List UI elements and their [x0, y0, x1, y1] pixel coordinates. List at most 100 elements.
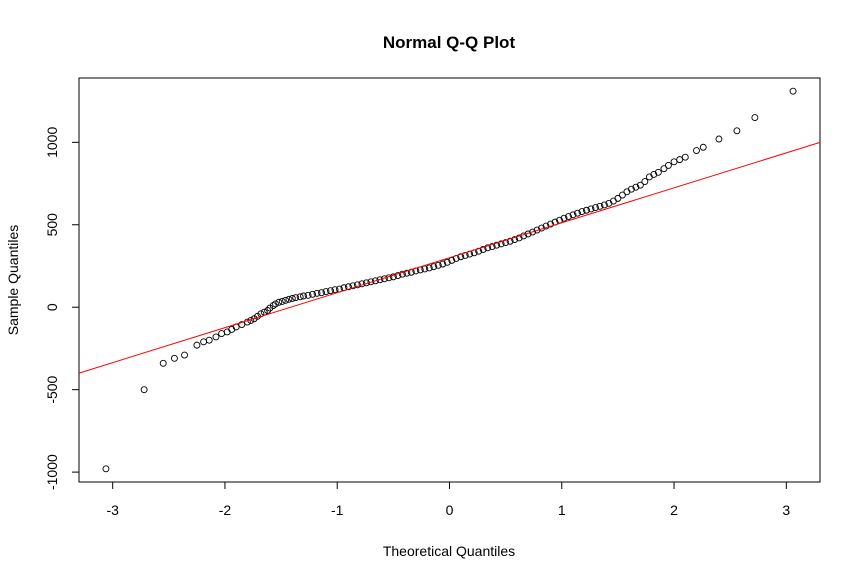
reference-line — [78, 141, 821, 374]
x-axis-title: Theoretical Quantiles — [383, 543, 515, 559]
y-tick-label: -500 — [44, 375, 60, 403]
data-point — [205, 336, 213, 344]
data-point — [488, 243, 496, 250]
y-axis: -1000 -500 0 500 1000 — [44, 127, 80, 490]
data-point — [292, 294, 300, 302]
plot-area — [78, 87, 821, 473]
data-point — [353, 281, 361, 289]
data-point — [751, 114, 759, 122]
data-point — [398, 270, 406, 278]
x-tick-label: 2 — [670, 502, 678, 518]
chart-title: Normal Q-Q Plot — [383, 33, 516, 52]
data-point — [170, 354, 178, 362]
data-point — [506, 237, 514, 245]
data-point — [560, 214, 568, 222]
y-tick-label: 0 — [44, 303, 60, 311]
data-point — [664, 161, 672, 169]
data-point — [592, 204, 599, 212]
data-point — [733, 127, 741, 135]
data-point — [288, 295, 296, 302]
data-point — [300, 292, 307, 300]
data-point — [632, 183, 640, 191]
x-axis: -3 -2 -1 0 1 2 3 — [106, 481, 790, 518]
data-point — [394, 272, 402, 279]
x-tick-label: -2 — [219, 502, 232, 518]
data-point — [272, 300, 279, 308]
x-tick-label: 0 — [446, 502, 454, 518]
y-tick-label: -1000 — [44, 454, 60, 490]
data-point — [200, 338, 208, 346]
data-point — [654, 168, 662, 176]
data-point — [623, 188, 631, 196]
data-point — [313, 289, 321, 297]
data-point — [296, 293, 304, 301]
data-point — [389, 273, 397, 281]
data-point — [502, 239, 510, 247]
data-point — [596, 202, 604, 210]
data-point — [264, 307, 272, 314]
data-point — [578, 208, 586, 216]
x-tick-label: -3 — [106, 502, 119, 518]
data-point — [641, 178, 649, 186]
data-point — [497, 240, 505, 248]
y-tick-label: 1000 — [44, 127, 60, 158]
data-point — [318, 289, 325, 297]
data-point — [327, 287, 334, 295]
data-point — [681, 153, 689, 161]
data-point — [102, 465, 110, 473]
data-point — [238, 321, 246, 328]
data-point — [569, 211, 577, 219]
data-point — [371, 277, 379, 285]
data-point — [331, 286, 339, 294]
data-point — [212, 333, 220, 341]
data-point — [547, 220, 554, 228]
data-point — [278, 297, 286, 305]
data-point — [403, 269, 411, 277]
data-point — [304, 291, 312, 299]
data-point — [140, 386, 148, 394]
data-point — [269, 302, 277, 310]
data-point — [309, 290, 316, 298]
x-tick-label: -1 — [331, 502, 344, 518]
data-point — [614, 194, 622, 202]
data-point — [367, 278, 375, 286]
data-point — [565, 213, 572, 220]
data-point — [322, 288, 330, 295]
data-point — [676, 156, 684, 164]
data-point — [443, 258, 451, 266]
data-point — [636, 181, 644, 189]
data-point — [600, 201, 608, 209]
plot-frame — [78, 77, 821, 483]
data-point — [181, 351, 188, 359]
data-point — [434, 261, 442, 269]
points-layer — [102, 87, 797, 473]
data-point — [275, 298, 283, 306]
data-point — [789, 87, 797, 95]
data-point — [345, 283, 352, 291]
data-point — [430, 263, 438, 271]
data-point — [218, 330, 226, 338]
x-tick-label: 1 — [558, 502, 566, 518]
data-point — [285, 295, 293, 303]
y-axis-title: Sample Quantiles — [5, 225, 21, 336]
data-point — [282, 296, 290, 304]
data-point — [699, 143, 707, 151]
data-point — [574, 209, 581, 217]
data-point — [439, 260, 447, 268]
data-point — [511, 236, 519, 244]
data-point — [587, 205, 595, 213]
data-point — [479, 246, 487, 253]
data-point — [660, 165, 668, 173]
data-point — [493, 241, 501, 249]
data-point — [542, 222, 550, 230]
data-point — [515, 234, 523, 242]
data-point — [693, 147, 700, 155]
data-point — [715, 135, 723, 143]
data-point — [650, 171, 658, 178]
data-point — [627, 185, 635, 193]
data-point — [583, 206, 590, 214]
data-point — [618, 191, 626, 199]
data-point — [425, 264, 433, 272]
data-point — [159, 359, 167, 367]
